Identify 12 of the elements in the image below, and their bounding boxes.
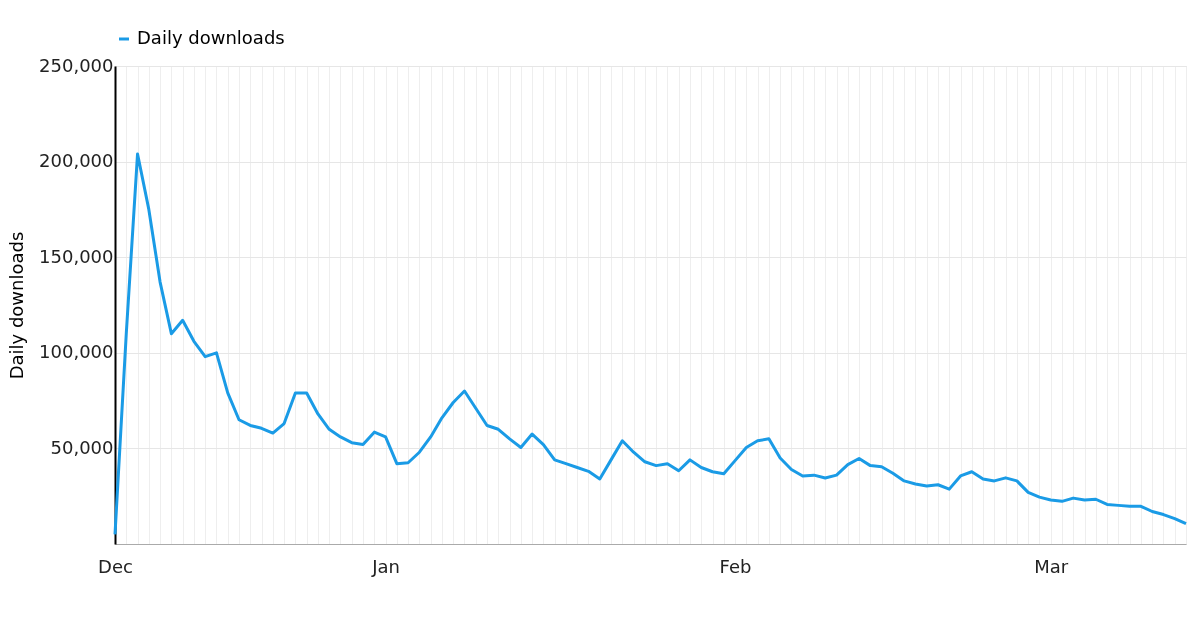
y-axis-title: Daily downloads <box>6 231 28 380</box>
x-tick-label: Feb <box>719 555 752 577</box>
y-tick-label: 150,000 <box>39 245 114 267</box>
x-tick-label: Mar <box>1034 555 1069 577</box>
y-tick-label: 50,000 <box>50 436 114 458</box>
y-tick-label: 100,000 <box>39 341 114 363</box>
x-tick-label: Jan <box>371 555 400 577</box>
line-series <box>113 152 1188 536</box>
y-tick-label: 200,000 <box>39 150 114 172</box>
x-tick-label: Dec <box>98 555 133 577</box>
y-tick-label: 250,000 <box>39 54 114 76</box>
legend-label: Daily downloads <box>137 27 285 48</box>
